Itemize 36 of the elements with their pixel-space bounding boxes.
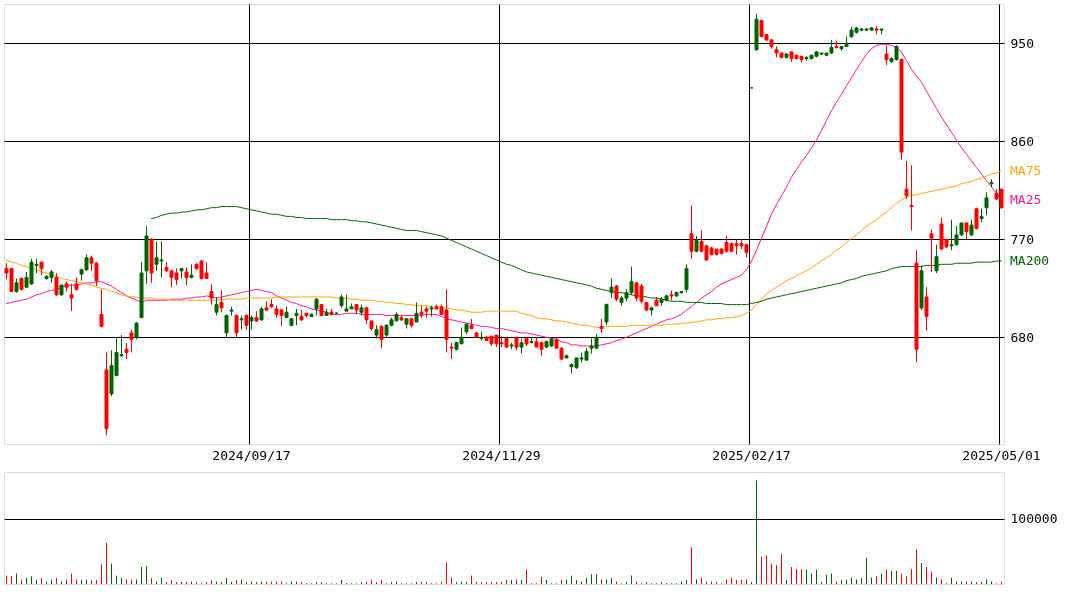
candlestick (984, 191, 989, 216)
y-tick-label: 860 (1010, 133, 1034, 149)
candlestick (924, 286, 929, 332)
x-tick-label: 2025/02/17 (712, 447, 791, 463)
candlestick (239, 314, 244, 331)
candlestick (689, 204, 694, 260)
line-series (6, 170, 1002, 328)
candlestick (99, 288, 104, 328)
y-tick-label: 770 (1010, 231, 1034, 247)
candlestick (884, 44, 889, 66)
candlestick (54, 272, 59, 297)
candlestick (69, 283, 74, 312)
candlestick (214, 296, 219, 316)
candlestick (224, 313, 229, 338)
candlestick (684, 263, 689, 294)
candlestick (934, 244, 939, 274)
y-tick-label: 100000 (1010, 511, 1058, 526)
series-label: MA75 (1010, 162, 1042, 178)
candlestick (609, 277, 614, 299)
series-label: MA200 (1010, 253, 1050, 269)
y-tick-label: 680 (1010, 329, 1034, 345)
x-tick-label: 2025/05/01 (962, 447, 1041, 463)
candlestick (219, 289, 224, 313)
candlestick (904, 160, 909, 200)
candlestick (414, 301, 419, 323)
candlestick (234, 313, 239, 338)
line-series (151, 206, 1002, 306)
x-tick-label: 2024/11/29 (462, 447, 541, 463)
candlestick (379, 324, 384, 349)
candlestick (929, 228, 934, 273)
series-label: MA25 (1010, 192, 1042, 208)
y-tick-label: 950 (1010, 35, 1034, 51)
candlestick (909, 164, 914, 232)
candlestick (209, 283, 214, 306)
candlestick (129, 329, 134, 354)
x-tick-label: 2024/09/17 (212, 447, 291, 463)
